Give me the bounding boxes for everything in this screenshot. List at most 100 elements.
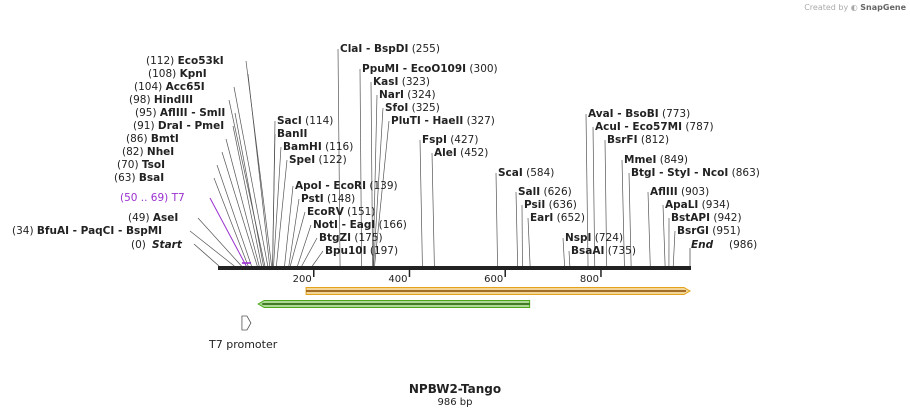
- site-label-14: BanII: [277, 128, 307, 140]
- map-size: 986 bp: [438, 397, 473, 408]
- site-label-19: EcoRV (151): [307, 206, 375, 218]
- site-line-2: [209, 197, 247, 267]
- start-leader: [193, 243, 220, 267]
- site-label-22: Bpu10I (197): [325, 245, 398, 257]
- site-line-12: [245, 60, 272, 267]
- credit: Created by ◐ SnapGene: [804, 3, 906, 12]
- site-line-1: [197, 217, 242, 267]
- site-line-43: [662, 204, 666, 267]
- site-line-10: [233, 86, 269, 267]
- site-label-9: (98) HindIII: [129, 94, 193, 106]
- site-label-31: ScaI (584): [498, 167, 554, 179]
- site-line-37: [585, 113, 589, 267]
- site-line-5: [221, 151, 258, 267]
- site-line-15: [273, 146, 282, 267]
- site-label-12: (112) Eco53kI: [146, 55, 224, 67]
- end-pos: (986): [729, 239, 757, 251]
- site-line-29: [419, 139, 423, 267]
- site-line-40: [621, 159, 625, 267]
- site-label-15: BamHI (116): [283, 141, 353, 153]
- site-leader-lines: [189, 48, 676, 267]
- site-label-13: SacI (114): [277, 115, 333, 127]
- site-label-5: (82) NheI: [122, 146, 174, 158]
- site-label-27: SfoI (325): [385, 102, 440, 114]
- site-label-43: ApaLI (934): [665, 199, 730, 211]
- axis-tick-label-400: 400: [388, 274, 407, 285]
- site-label-32: SalI (626): [518, 186, 572, 198]
- site-line-35: [562, 237, 565, 267]
- site-label-8: (95) AflIII - SmlI: [135, 107, 225, 119]
- site-label-38: AcuI - Eco57MI (787): [595, 121, 714, 133]
- site-label-4: (70) TsoI: [117, 159, 165, 171]
- credit-brand: SnapGene: [860, 3, 906, 12]
- axis-ticks: 200 400 600 800: [293, 270, 602, 285]
- site-label-1: (49) AseI: [128, 212, 178, 224]
- site-label-17: ApoI - EcoRI (139): [295, 180, 398, 192]
- site-label-36: BsaAI (735): [571, 245, 636, 257]
- snapgene-logo-icon: ◐: [850, 3, 858, 12]
- site-line-38: [592, 126, 596, 267]
- site-label-33: PsiI (636): [524, 199, 577, 211]
- site-line-18: [288, 198, 300, 267]
- site-line-14: [272, 133, 276, 267]
- site-label-2: (50 .. 69) T7: [120, 192, 185, 204]
- t7-promoter-arrow: [241, 315, 252, 331]
- site-line-36: [568, 250, 571, 267]
- start-label: Start: [152, 239, 183, 251]
- backbone: [218, 266, 691, 270]
- site-label-34: EarI (652): [530, 212, 585, 224]
- site-line-41: [628, 172, 632, 267]
- site-line-31: [495, 172, 498, 267]
- site-line-22: [312, 250, 324, 267]
- site-line-4: [216, 164, 252, 267]
- end-label: End: [691, 239, 714, 251]
- site-line-7: [232, 125, 262, 267]
- site-label-24: PpuMI - EcoO109I (300): [362, 63, 498, 75]
- site-line-19: [289, 211, 306, 267]
- axis-tick-label-800: 800: [580, 274, 599, 285]
- site-label-11: (108) KpnI: [148, 68, 207, 80]
- site-label-30: AleI (452): [434, 147, 488, 159]
- site-label-35: NspI (724): [565, 232, 623, 244]
- site-line-24: [359, 68, 362, 267]
- site-line-26: [372, 94, 378, 267]
- site-line-9: [228, 99, 266, 267]
- site-label-44: BstAPI (942): [671, 212, 742, 224]
- site-line-23: [337, 48, 341, 267]
- site-line-39: [604, 139, 608, 267]
- site-line-17: [284, 185, 294, 267]
- site-line-0: [189, 230, 235, 267]
- site-label-41: BtgI - StyI - NcoI (863): [631, 167, 760, 179]
- site-label-29: FspI (427): [422, 134, 478, 146]
- site-line-32: [515, 191, 519, 267]
- site-label-45: BsrGI (951): [677, 225, 741, 237]
- site-line-6: [225, 138, 260, 267]
- site-label-10: (104) Acc65I: [134, 81, 205, 93]
- site-line-27: [373, 107, 384, 267]
- site-label-25: KasI (323): [373, 76, 430, 88]
- site-label-18: PstI (148): [301, 193, 355, 205]
- site-line-45: [672, 230, 676, 267]
- site-line-34: [527, 217, 531, 267]
- features: [241, 287, 691, 331]
- site-line-3: [213, 177, 249, 267]
- start-pos: (0): [131, 239, 146, 251]
- site-label-3: (63) BsaI: [114, 172, 164, 184]
- axis-tick-label-600: 600: [484, 274, 503, 285]
- site-label-26: NarI (324): [379, 89, 436, 101]
- site-line-30: [431, 152, 435, 267]
- site-line-16: [276, 159, 288, 267]
- promoter-label: T7 promoter: [208, 338, 278, 351]
- site-line-21: [301, 237, 318, 267]
- site-label-20: NotI - EagI (166): [313, 219, 407, 231]
- site-label-16: SpeI (122): [289, 154, 347, 166]
- credit-created-by: Created by: [804, 3, 849, 12]
- site-label-21: BtgZI (175): [319, 232, 383, 244]
- site-label-7: (91) DraI - PmeI: [133, 120, 224, 132]
- map-title: NPBW2-Tango: [409, 382, 501, 396]
- site-labels: (34) BfuAI - PaqCI - BspMI(49) AseI (50 .…: [12, 43, 760, 257]
- site-line-25: [370, 81, 373, 267]
- site-line-8: [234, 112, 264, 267]
